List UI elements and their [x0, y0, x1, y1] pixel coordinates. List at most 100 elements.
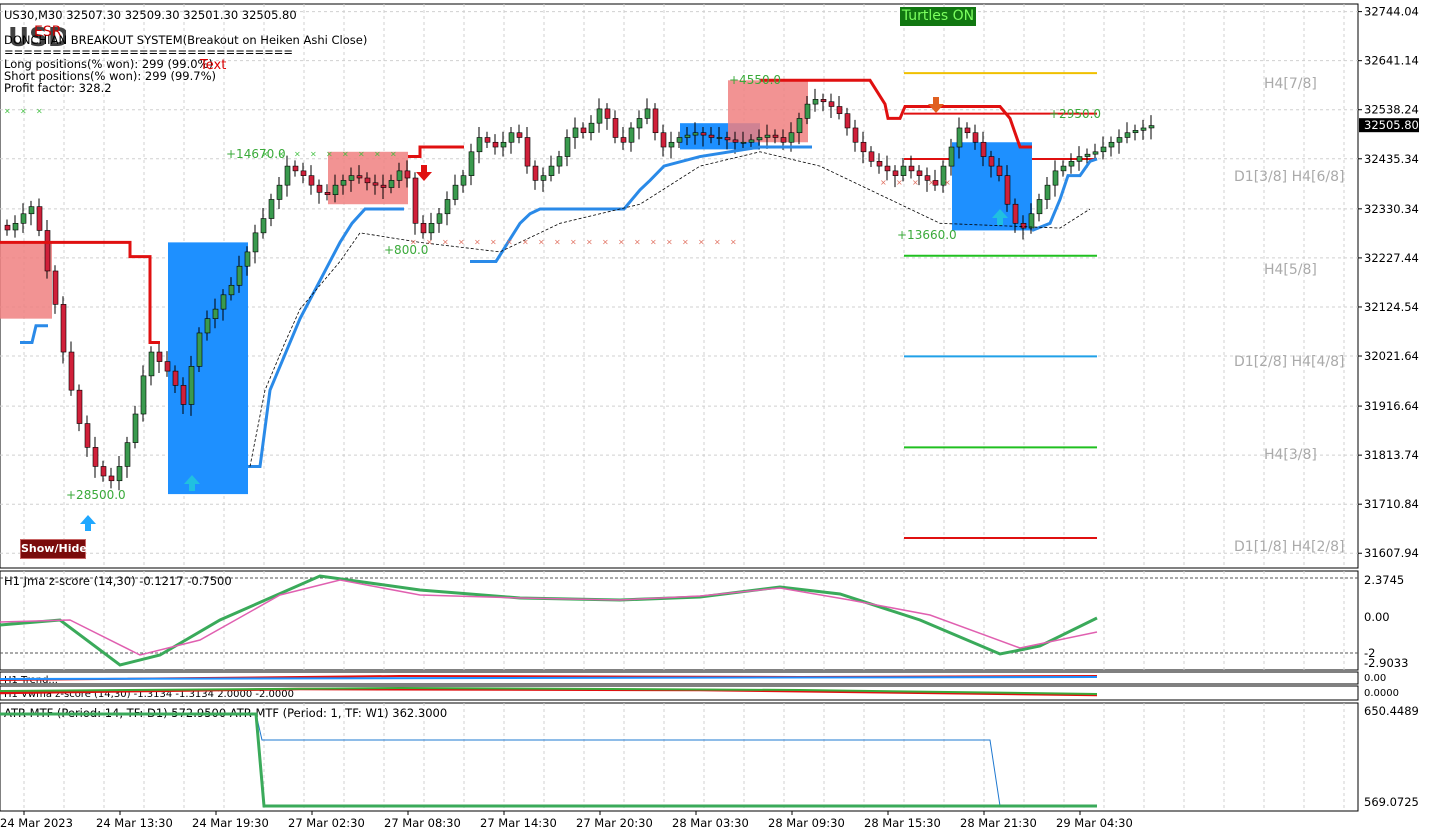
candle-body [708, 134, 715, 138]
candle-body [108, 475, 115, 482]
candle-body [988, 156, 995, 167]
vwma-y-tick-label: 0.0000 [1364, 688, 1399, 699]
trend-panel-frame [0, 671, 1359, 685]
candle-body [556, 156, 563, 167]
candle-body [1076, 156, 1083, 162]
candle-body [468, 151, 475, 176]
candle-body [1020, 223, 1027, 229]
candle-body [1044, 184, 1051, 200]
candle-body [812, 99, 819, 105]
candle-body [788, 132, 795, 143]
atr-w1-line [0, 713, 1097, 807]
stop-marker: × [666, 237, 673, 246]
trade-profit-label: +2950.0 [1049, 107, 1101, 121]
candle-body [636, 118, 643, 129]
x-tick-label: 24 Mar 19:30 [192, 816, 269, 830]
candle-body [548, 165, 555, 176]
candle-body [644, 108, 651, 119]
y-tick-label: 32435.34 [1364, 152, 1419, 166]
show-hide-button[interactable]: Show/Hide [20, 539, 87, 559]
y-tick-label: 31916.64 [1364, 399, 1419, 413]
atr-y-tick-label: 650.4489 [1364, 704, 1419, 718]
turtles-toggle-button[interactable]: Turtles ON [900, 7, 976, 26]
candle-body [172, 370, 179, 386]
candle-body [1052, 170, 1059, 186]
candle-body [604, 108, 611, 119]
stop-marker: × [474, 237, 481, 246]
candle-body [284, 165, 291, 186]
candle-body [532, 165, 539, 181]
candle-body [12, 223, 19, 231]
stop-marker: × [310, 150, 317, 159]
profit-factor: Profit factor: 328.2 [4, 81, 112, 95]
candle-body [68, 351, 75, 391]
candle-body [668, 141, 675, 148]
stop-marker: × [880, 178, 887, 187]
candle-body [1084, 153, 1091, 157]
stop-marker: × [358, 150, 365, 159]
candle-body [964, 127, 971, 134]
stop-marker: × [36, 107, 43, 116]
short-positions: Short positions(% won): 299 (99.7%) [4, 69, 216, 83]
candle-body [692, 132, 699, 136]
candle-body [652, 108, 659, 134]
candle-body [204, 318, 211, 334]
stop-marker: × [634, 237, 641, 246]
candle-body [364, 177, 371, 184]
stop-marker: × [698, 237, 705, 246]
candle-body [900, 165, 907, 176]
candle-body [420, 223, 427, 234]
y-tick-label: 32744.04 [1364, 5, 1419, 19]
stop-marker: × [682, 237, 689, 246]
upper-band-line [760, 78, 1032, 149]
candle-body [740, 141, 747, 144]
candle-body [100, 466, 107, 477]
jma-y-tick-label: -2 [1364, 646, 1375, 660]
candle-body [948, 146, 955, 167]
jma-panel-title: H1 Jma z-score (14,30) -0.1217 -0.7500 [4, 574, 232, 588]
jma-slow-line [0, 579, 1098, 656]
atr-panel-frame [0, 702, 1359, 812]
trade-profit-label: +14670.0 [226, 147, 286, 161]
stop-marker: × [4, 107, 11, 116]
stop-marker: × [586, 237, 593, 246]
x-tick-label: 27 Mar 02:30 [288, 816, 365, 830]
candle-body [132, 413, 139, 443]
candle-body [244, 251, 251, 267]
trade-profit-label: +28500.0 [66, 488, 126, 502]
lower-band-line [20, 324, 48, 344]
stop-marker: × [554, 237, 561, 246]
stop-marker: × [522, 237, 529, 246]
long-trade-box [168, 242, 248, 495]
jma-y-tick-label: 2.3745 [1364, 573, 1404, 587]
current-price-label: 32505.80 [1364, 118, 1419, 132]
stop-marker: × [602, 237, 609, 246]
x-tick-label: 28 Mar 09:30 [768, 816, 845, 830]
candle-body [124, 442, 131, 467]
candle-body [828, 101, 835, 107]
stop-marker: × [458, 237, 465, 246]
stop-marker: × [650, 237, 657, 246]
lower-band-line [248, 207, 404, 468]
candle-body [916, 170, 923, 176]
stop-marker: × [326, 150, 333, 159]
candle-body [60, 304, 67, 353]
candle-body [820, 99, 827, 103]
candle-body [84, 423, 91, 448]
candle-body [908, 165, 915, 172]
candle-body [1124, 132, 1131, 138]
candle-body [980, 141, 987, 157]
candle-body [356, 175, 363, 179]
candle-body [540, 175, 547, 181]
candle-body [212, 308, 219, 319]
candle-body [1092, 151, 1099, 155]
murrey-label: H4[3/8] [1264, 447, 1317, 463]
long-positions: Long positions(% won): 299 (99.0%) [4, 57, 213, 71]
candle-body [564, 137, 571, 157]
stop-marker: × [896, 178, 903, 187]
candle-body [1036, 199, 1043, 215]
candle-body [596, 108, 603, 124]
candle-body [996, 165, 1003, 176]
candle-body [764, 134, 771, 138]
